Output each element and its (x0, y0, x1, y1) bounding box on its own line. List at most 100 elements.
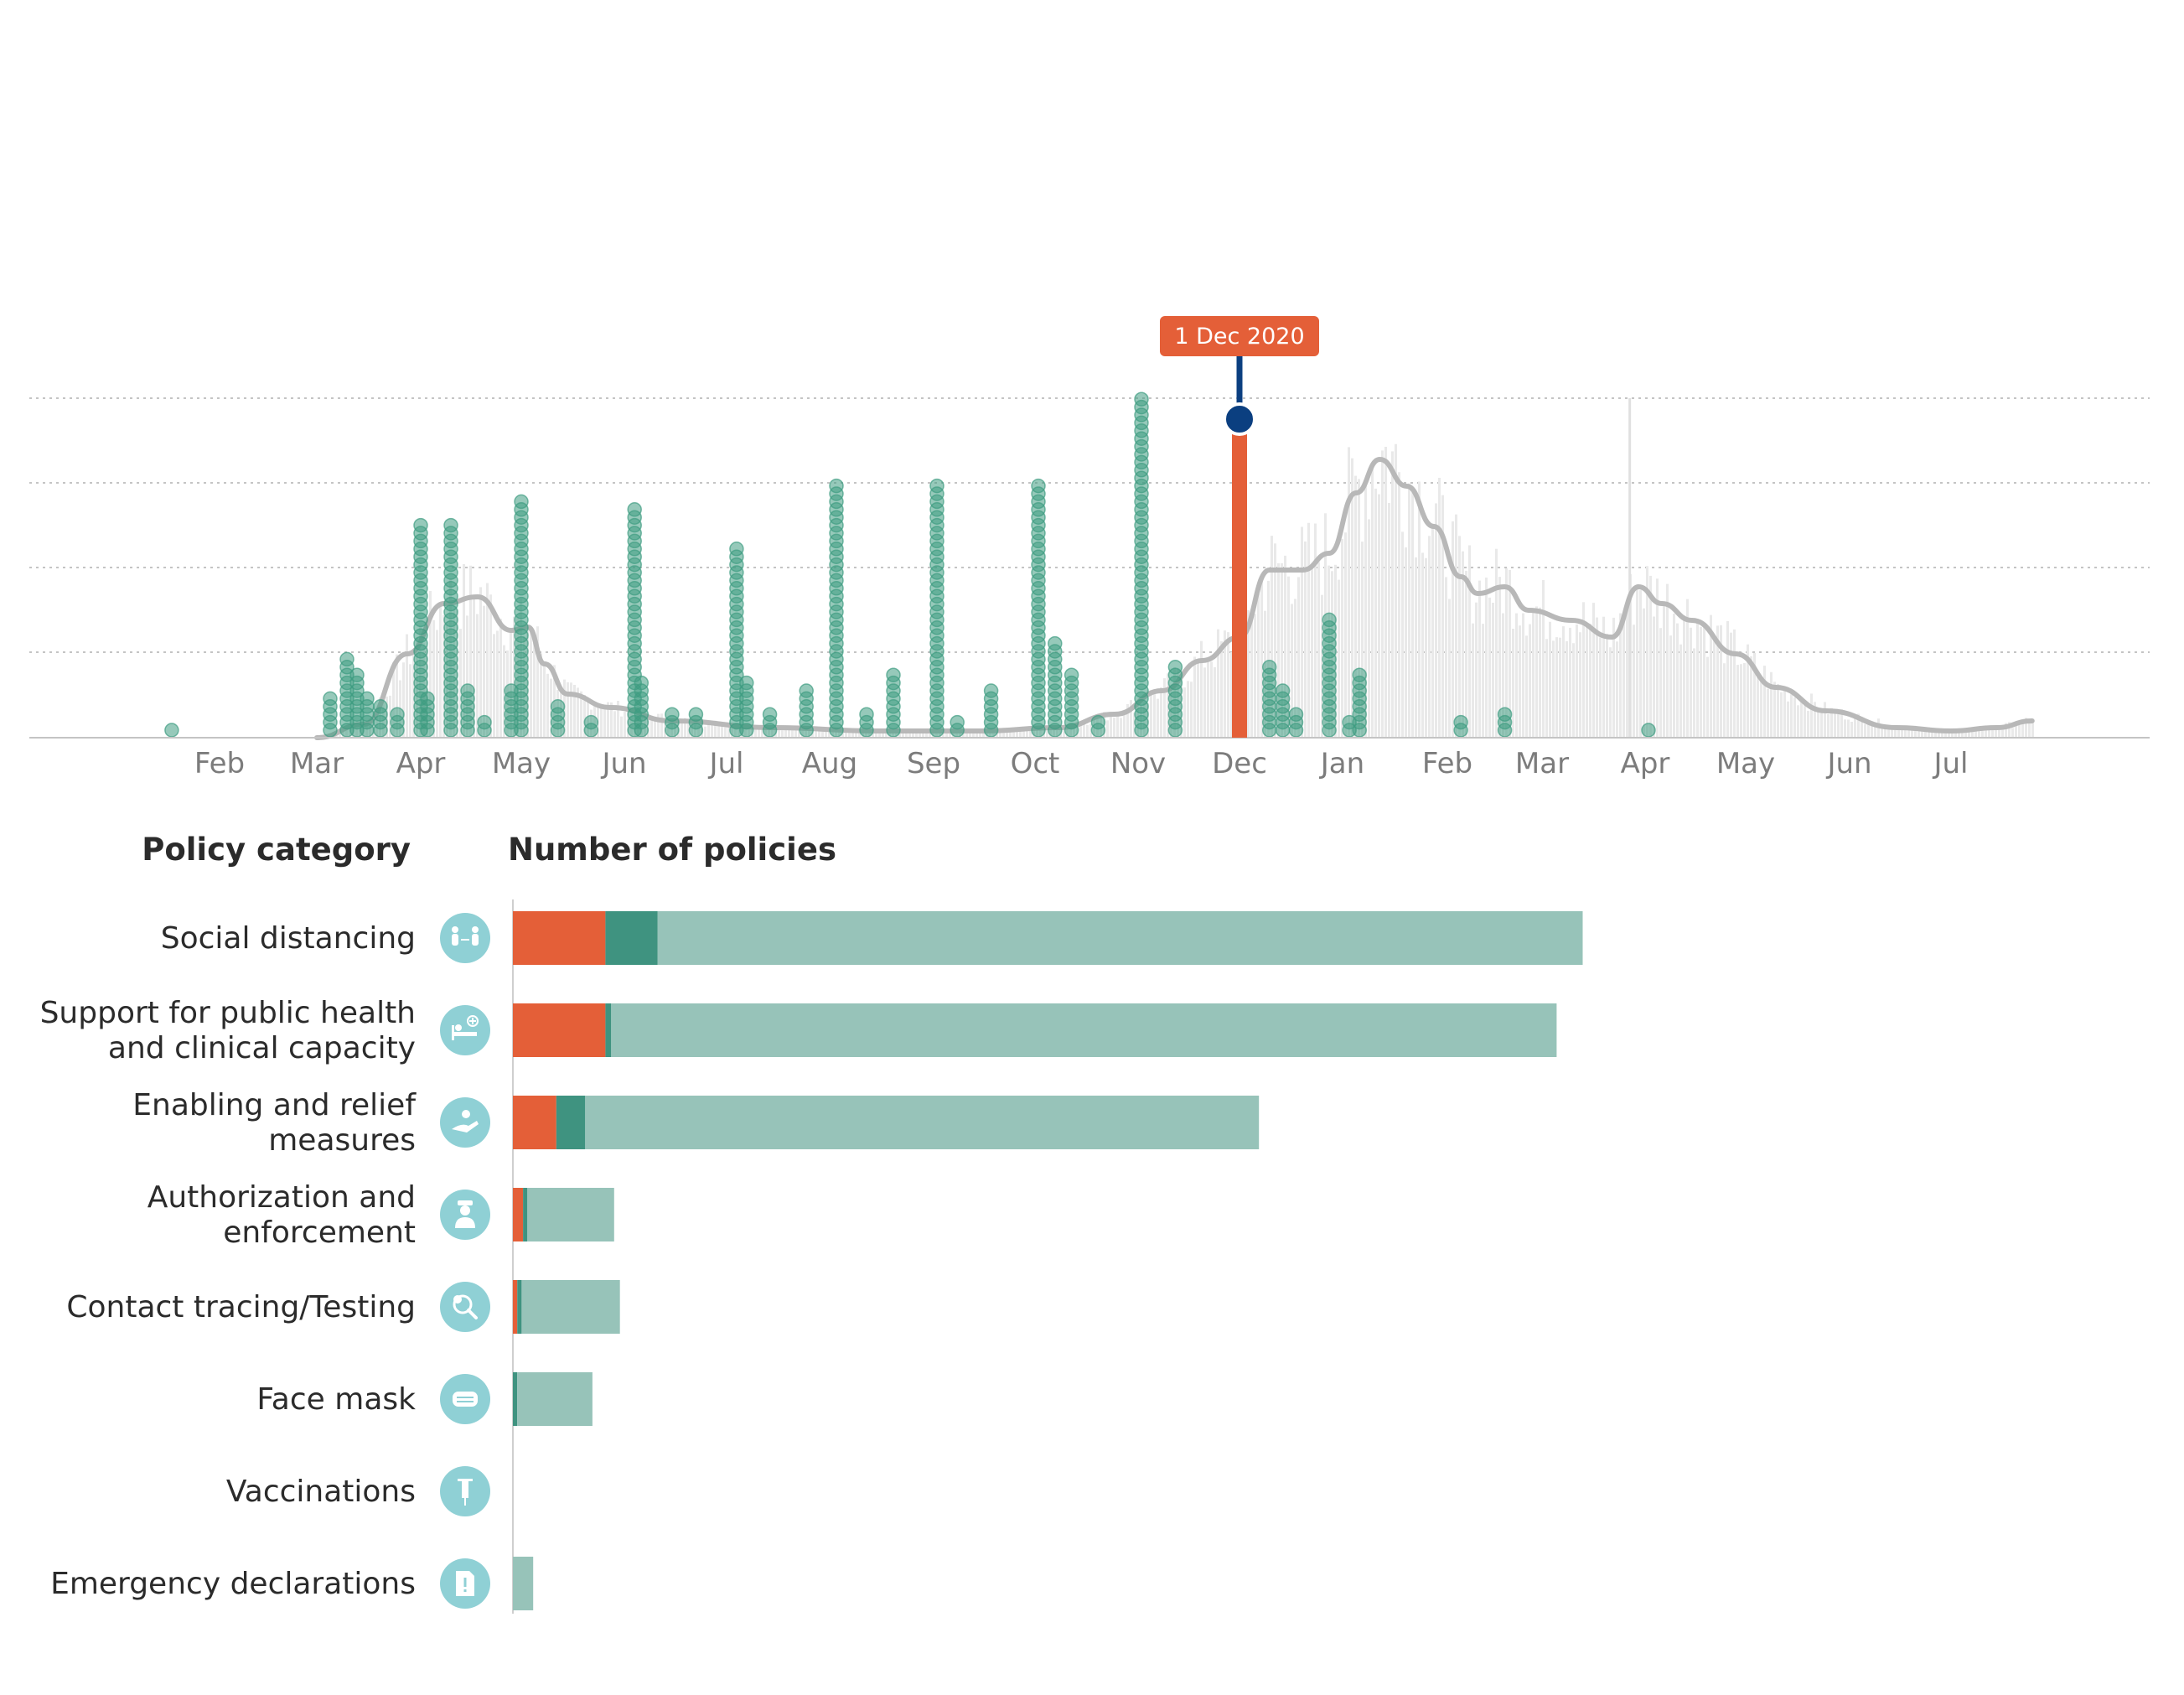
daily-case-bar (493, 634, 495, 738)
daily-case-bar (1827, 714, 1829, 738)
selected-date-handle[interactable] (1223, 402, 1256, 436)
daily-case-bar (396, 654, 398, 738)
daily-case-bar (473, 596, 475, 738)
x-tick-label: Mar (1515, 747, 1569, 780)
daily-case-bar (1157, 698, 1159, 738)
daily-case-bar (1998, 728, 2000, 738)
daily-case-bar (476, 614, 479, 738)
daily-case-bar (1250, 620, 1253, 738)
daily-case-bar (784, 726, 787, 738)
daily-case-bar (1931, 730, 1933, 738)
daily-case-bar (1850, 722, 1853, 738)
daily-case-bar (1716, 625, 1719, 738)
daily-case-bar (1871, 723, 1873, 738)
category-row: Authorization and enforcement (147, 1180, 614, 1250)
daily-case-bar (1810, 693, 1813, 738)
policy-category-rows: Social distancing Support for public heal… (40, 911, 1583, 1610)
daily-case-bar (1445, 577, 1447, 738)
policy-dots (164, 391, 1656, 738)
daily-case-bar (2025, 718, 2027, 738)
daily-case-bar (1985, 729, 1987, 738)
daily-case-bar (1522, 613, 1524, 738)
policy-dot (1497, 707, 1513, 722)
daily-case-bar (1673, 614, 1675, 738)
daily-case-bar (1301, 526, 1303, 738)
hospital-bed-icon (440, 1005, 490, 1055)
policy-dot (1064, 667, 1079, 682)
daily-case-bar (761, 725, 763, 738)
policy-dot (829, 478, 844, 494)
policy-dot (859, 707, 874, 722)
policy-dot (1048, 635, 1063, 651)
daily-case-bar (624, 712, 626, 738)
daily-case-bar (1669, 635, 1672, 738)
daily-case-bar (1562, 626, 1565, 738)
daily-case-bar (707, 723, 710, 738)
daily-case-bar (1887, 727, 1890, 738)
daily-case-bar (1220, 641, 1223, 738)
daily-case-bar (1525, 635, 1528, 738)
daily-case-bar (1398, 472, 1400, 738)
selected-date-marker[interactable]: 1 Dec 2020 (1160, 316, 1319, 738)
daily-case-bar (1472, 623, 1474, 738)
daily-case-bar (1006, 729, 1008, 738)
daily-case-bar (1555, 637, 1558, 738)
selected-date-label: 1 Dec 2020 (1174, 324, 1304, 350)
category-label: Support for public health and clinical ca… (40, 996, 416, 1065)
daily-case-bar (1317, 562, 1320, 738)
daily-case-bar (1683, 615, 1685, 738)
daily-case-bar (567, 682, 569, 738)
daily-case-bar (1639, 590, 1642, 738)
daily-case-bar (439, 604, 442, 738)
category-row: Face mask (256, 1372, 593, 1426)
daily-case-bar (1907, 730, 1910, 738)
face-mask-icon (440, 1374, 490, 1424)
daily-case-bar (1790, 694, 1793, 738)
daily-case-bar (1281, 563, 1283, 738)
daily-case-bar (788, 728, 790, 738)
daily-case-bar (543, 661, 546, 738)
daily-case-bar (1951, 731, 1954, 738)
daily-case-bar (1921, 728, 1923, 738)
daily-case-bar (1465, 570, 1467, 738)
policy-dot (1134, 391, 1149, 407)
daily-case-bar (1492, 603, 1494, 738)
daily-case-bar (902, 729, 904, 738)
daily-case-bar (1864, 723, 1866, 738)
daily-case-bar (681, 719, 683, 738)
daily-case-bar (1612, 617, 1615, 738)
daily-case-bar (1881, 727, 1883, 738)
daily-case-bar (1824, 702, 1826, 738)
daily-case-bar (1622, 618, 1625, 738)
daily-case-bar (660, 713, 663, 738)
syringe-icon (440, 1466, 490, 1516)
daily-case-bar (1214, 666, 1216, 738)
daily-case-bar (825, 731, 827, 738)
daily-case-bar (1787, 701, 1789, 738)
daily-case-bar (1753, 652, 1756, 738)
daily-case-bar (1227, 632, 1229, 738)
daily-case-bar (1944, 732, 1947, 738)
policy-dot (514, 494, 529, 510)
daily-case-bar (1777, 684, 1779, 738)
category-row: Enabling and relief measures (132, 1088, 1260, 1158)
daily-case-bar (513, 616, 515, 738)
daily-case-bar (530, 628, 532, 738)
daily-case-bar (1917, 728, 1920, 738)
daily-case-bar (1783, 686, 1786, 738)
x-tick-label: Nov (1110, 747, 1166, 780)
daily-case-bar (1133, 713, 1136, 738)
daily-case-bar (1421, 552, 1424, 738)
policy-dot (1090, 714, 1106, 730)
daily-case-bar (1307, 522, 1310, 738)
policy-dot (443, 517, 458, 533)
daily-case-bar (919, 729, 921, 738)
daily-case-bar (965, 731, 968, 738)
daily-case-bar (1958, 729, 1960, 738)
daily-case-bar (1770, 671, 1773, 738)
daily-case-bar (1988, 726, 1990, 738)
daily-case-bar (1713, 637, 1716, 738)
daily-case-bar (1867, 724, 1870, 738)
daily-case-bar (1197, 659, 1199, 738)
daily-case-bar (1676, 623, 1679, 738)
